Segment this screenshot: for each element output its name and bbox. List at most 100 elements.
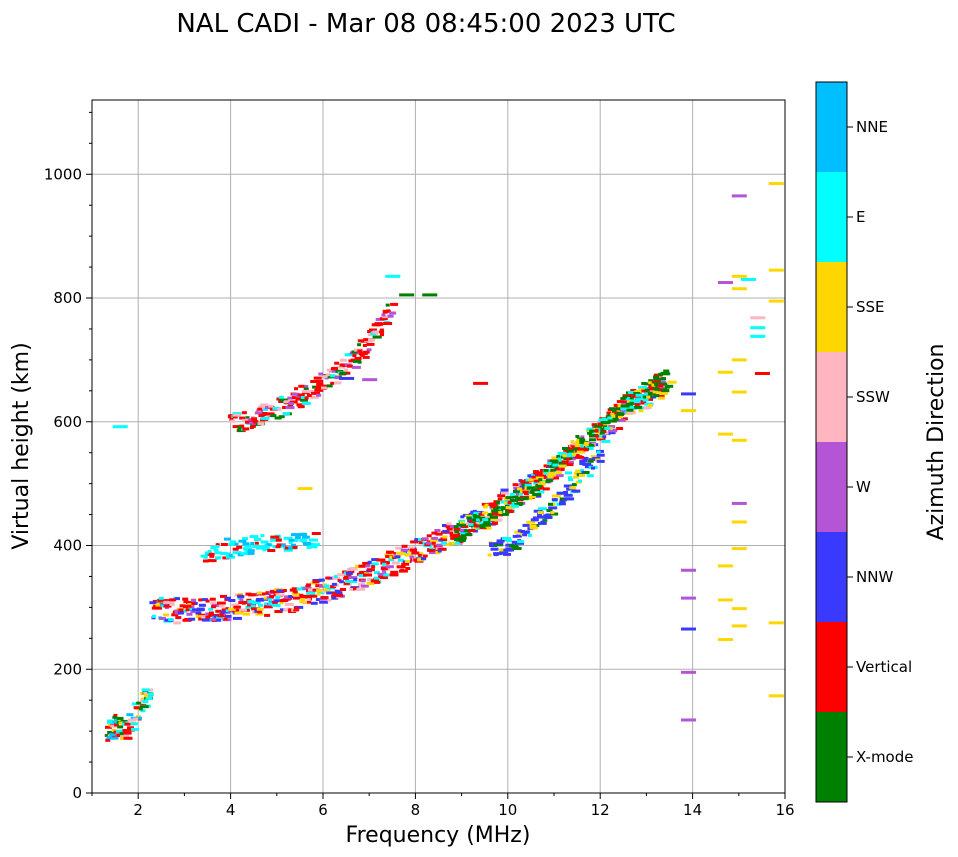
echo-point [149,601,157,605]
echo-point [515,534,522,538]
echo-point [591,466,595,470]
echo-point [578,479,582,483]
echo-point [299,538,308,542]
echo-point [273,599,281,603]
echo-point [505,539,512,543]
echo-point [133,717,138,721]
echo-point [314,388,324,392]
echo-point [468,520,473,523]
echo-point [559,497,568,501]
echo-point [368,338,375,342]
echo-point [330,367,338,371]
echo-point [521,483,528,487]
echo-point [421,537,428,541]
echo-point [496,541,504,545]
echo-point [479,522,484,526]
echo-point [230,419,236,423]
echo-point [105,734,109,738]
echo-point [473,381,489,385]
echo-point [300,598,306,601]
echo-point [575,435,580,438]
echo-point [486,517,493,521]
echo-point [750,316,766,320]
echo-point [244,544,252,548]
echo-point [187,603,193,606]
echo-point [649,393,657,397]
echo-point [220,543,228,546]
x-tick-label: 2 [133,801,143,819]
echo-point [465,514,473,518]
echo-point [395,546,404,550]
echo-point [548,502,553,506]
echo-point [252,420,257,424]
echo-point [476,518,481,522]
echo-point [158,596,164,600]
echo-point [385,303,390,307]
echo-point [511,504,519,508]
echo-point [630,394,638,397]
echo-point [533,479,540,483]
echo-point [299,600,305,604]
y-tick-label: 400 [53,537,82,555]
echo-point [254,541,259,545]
echo-point [589,438,596,442]
echo-point [352,580,358,583]
echo-point [168,601,175,604]
echo-point [731,607,747,611]
echo-point [641,382,647,385]
echo-point [489,502,498,506]
echo-point [334,589,341,593]
echo-point [618,415,624,419]
echo-point [537,511,544,515]
echo-point [649,395,657,399]
echo-point [112,715,117,719]
echo-point [297,393,305,397]
echo-point [531,475,539,479]
echo-point [244,542,250,546]
echo-point [211,605,217,609]
echo-point [242,537,249,541]
echo-point [190,605,195,608]
echo-point [481,523,491,527]
echo-point [511,540,518,544]
echo-point [327,598,332,602]
echo-point [241,411,247,415]
echo-point [642,395,647,399]
echo-point [310,389,315,393]
echo-point [603,425,608,429]
x-tick-label: 6 [318,801,328,819]
echo-point [552,463,560,467]
echo-point [653,375,659,379]
echo-point [575,469,584,473]
echo-point [298,384,306,388]
echo-point [666,384,674,388]
echo-point [388,558,395,562]
echo-point [464,529,472,533]
echo-point [323,375,331,379]
y-tick-label: 600 [53,413,82,431]
echo-point [249,426,254,429]
echo-point [386,309,391,313]
echo-point [653,394,660,398]
echo-point [600,421,609,424]
echo-point [265,412,275,416]
echo-point [483,521,491,525]
echo-point [202,598,208,602]
echo-point [558,464,567,468]
echo-point [497,497,502,501]
echo-point [250,542,255,545]
echo-point [263,596,269,600]
echo-point [207,559,217,563]
echo-point [270,414,277,418]
echo-point [754,371,770,375]
echo-point [310,380,320,383]
echo-point [143,692,148,695]
echo-point [374,580,381,584]
echo-point [358,564,366,568]
echo-point [457,532,462,536]
echo-point [644,388,650,392]
echo-point [368,328,377,332]
echo-point [648,379,654,383]
echo-point [768,182,784,186]
echo-point [496,539,505,543]
